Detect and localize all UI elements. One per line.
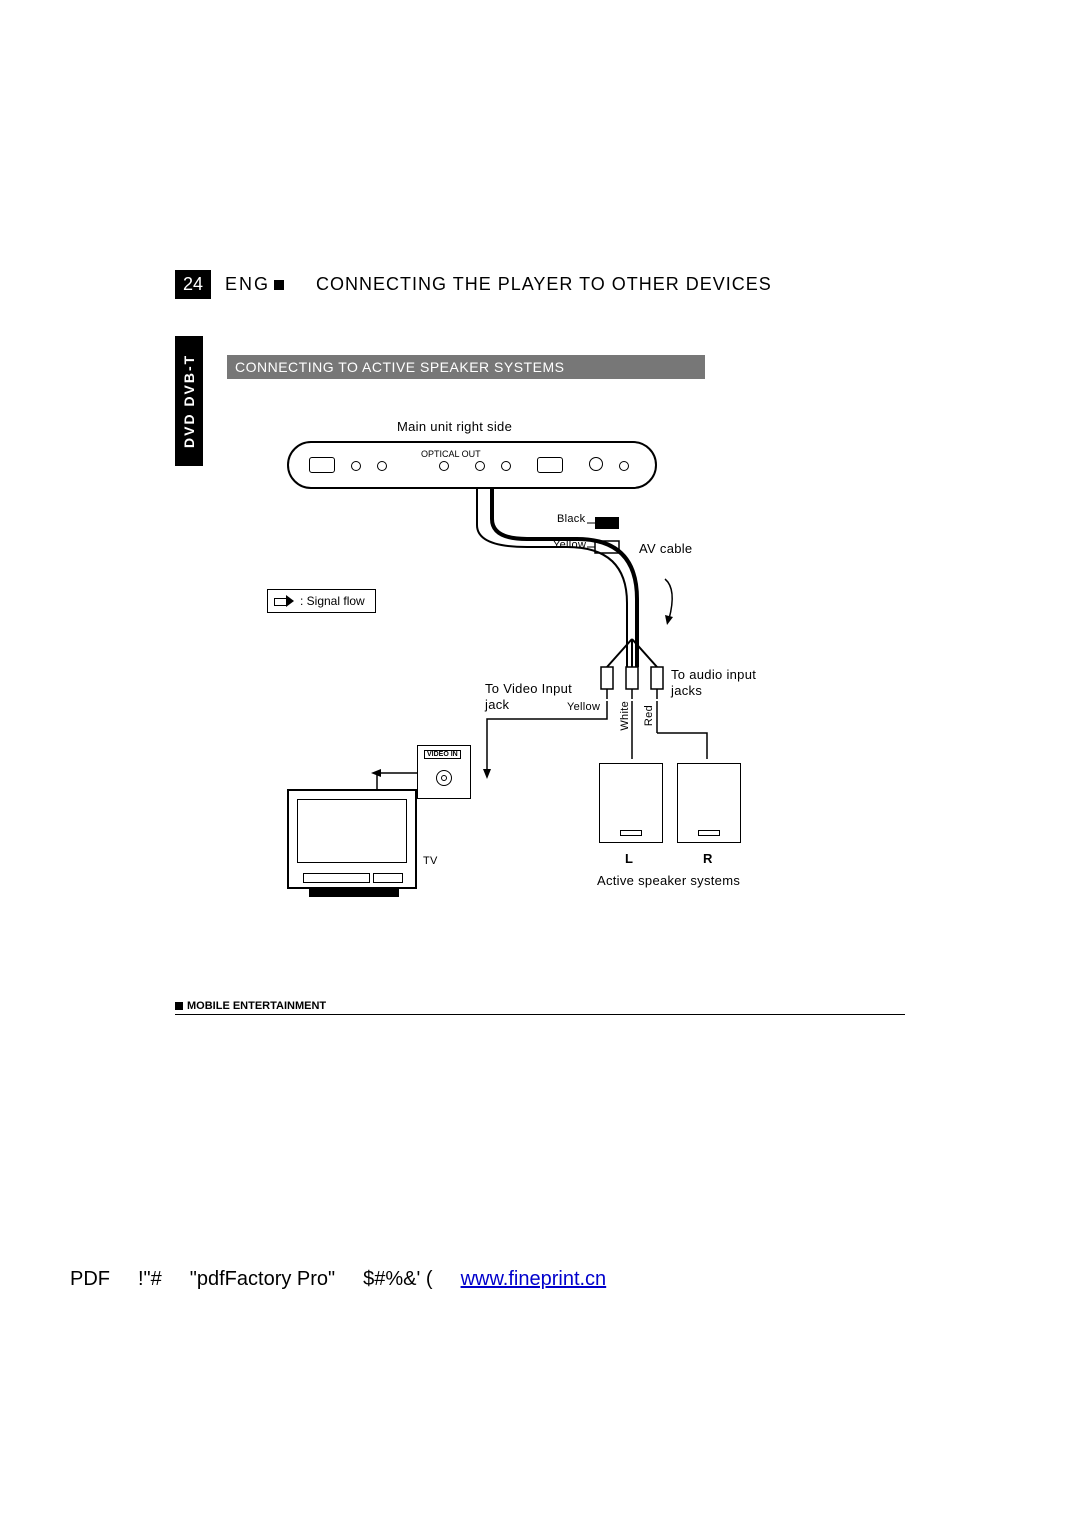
speaker-right [677,763,741,843]
pdf-url-link[interactable]: www.fineprint.cn [461,1268,607,1291]
av-cable-label: AV cable [639,541,692,556]
yellow2-label: Yellow [567,701,600,713]
black-label: Black [557,513,585,525]
square-icon [175,1002,183,1010]
square-icon [274,280,284,290]
red-label: Red [643,705,655,726]
side-tab: DVD DVB-T [175,336,203,466]
speaker-l-label: L [625,851,633,866]
tv-label: TV [423,855,438,867]
video-in-label: VIDEO IN [424,750,461,759]
active-speakers-label: Active speaker systems [597,873,740,888]
section-title: CONNECTING TO ACTIVE SPEAKER SYSTEMS [227,355,705,379]
pdf-label: PDF [70,1268,110,1291]
page-footer: MOBILE ENTERTAINMENT [175,1000,905,1015]
page-number: 24 [175,270,211,299]
arrow-icon [274,597,294,605]
video-in-box: VIDEO IN [417,745,471,799]
to-audio-input-label: To audio input jacks [671,667,781,698]
page-title: CONNECTING THE PLAYER TO OTHER DEVICES [316,274,772,295]
speaker-r-label: R [703,851,713,866]
pdf-sym1: !"# [138,1268,162,1291]
yellow-label: Yellow [553,539,586,551]
speaker-left [599,763,663,843]
tv [287,789,417,889]
signal-flow-text: : Signal flow [300,594,365,608]
pdf-footer-line: PDF !"# "pdfFactory Pro" $#%&' ( www.fin… [70,1268,606,1291]
footer-text: MOBILE ENTERTAINMENT [187,1000,326,1012]
pdf-factory: "pdfFactory Pro" [190,1268,335,1291]
white-label: White [619,701,631,731]
pdf-sym2: $#%&' ( [363,1268,432,1291]
signal-flow-legend: : Signal flow [267,589,376,613]
lang-label: ENG [225,274,284,295]
lang-text: ENG [225,274,270,295]
connection-diagram: Main unit right side OPTICAL OUT [227,419,867,889]
